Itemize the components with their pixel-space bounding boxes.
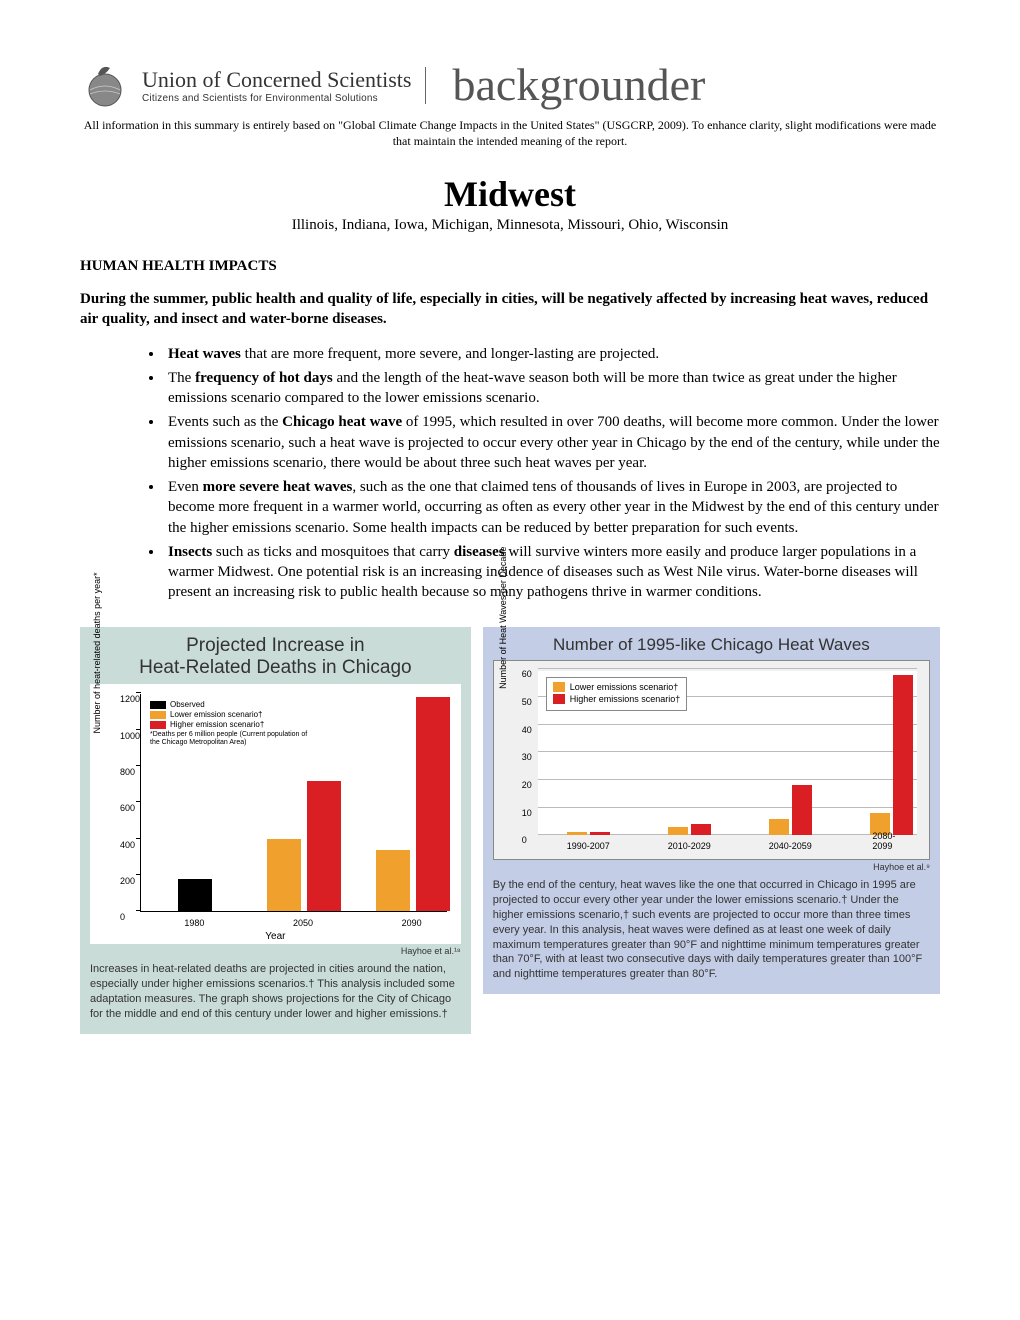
bullet-item: The frequency of hot days and the length…	[164, 368, 940, 409]
chart-title-left-l2: Heat-Related Deaths in Chicago	[139, 657, 412, 678]
bar	[691, 824, 711, 835]
source-note: All information in this summary is entir…	[80, 118, 940, 149]
chart-panel-heatwaves: Number of 1995-like Chicago Heat Waves N…	[483, 627, 940, 994]
section-heading: HUMAN HEALTH IMPACTS	[80, 258, 940, 275]
chart-box-right: Number of Heat Waves per Decade Lower em…	[493, 660, 930, 860]
org-block: Union of Concerned Scientists Citizens a…	[142, 67, 426, 104]
legend-left: ObservedLower emission scenario†Higher e…	[148, 698, 312, 748]
bullet-item: Events such as the Chicago heat wave of …	[164, 412, 940, 473]
charts-row: Projected Increase in Heat-Related Death…	[80, 627, 940, 1034]
bullet-item: Insects such as ticks and mosquitoes tha…	[164, 542, 940, 603]
credit-left: Hayhoe et al.¹⁸	[90, 946, 461, 956]
bar	[893, 675, 913, 835]
bar	[590, 832, 610, 835]
ylabel-right: Number of Heat Waves per Decade	[498, 547, 508, 689]
caption-left: Increases in heat-related deaths are pro…	[90, 962, 461, 1021]
chart-title-left: Projected Increase in Heat-Related Death…	[90, 635, 461, 679]
ylabel-left: Number of heat-related deaths per year*	[92, 573, 102, 734]
bullet-item: Even more severe heat waves, such as the…	[164, 477, 940, 538]
doc-type-label: backgrounder	[438, 62, 705, 108]
chart-title-right: Number of 1995-like Chicago Heat Waves	[493, 635, 930, 655]
region-title: Midwest	[80, 173, 940, 215]
bullet-item: Heat waves that are more frequent, more …	[164, 344, 940, 364]
credit-right: Hayhoe et al.⁹	[493, 862, 930, 872]
chart-box-left: Number of heat-related deaths per year* …	[90, 684, 461, 944]
chart-panel-deaths: Projected Increase in Heat-Related Death…	[80, 627, 471, 1034]
bar	[416, 697, 450, 911]
section-intro: During the summer, public health and qua…	[80, 289, 940, 330]
legend-right: Lower emissions scenario†Higher emission…	[546, 677, 688, 711]
header: Union of Concerned Scientists Citizens a…	[80, 60, 940, 110]
bar	[769, 819, 789, 836]
region-states: Illinois, Indiana, Iowa, Michigan, Minne…	[80, 217, 940, 234]
bullet-list: Heat waves that are more frequent, more …	[80, 344, 940, 603]
bar	[567, 832, 587, 835]
xlabel-left: Year	[265, 931, 285, 942]
bar	[307, 781, 341, 912]
bar	[267, 839, 301, 912]
bar	[178, 879, 212, 912]
bar	[376, 850, 410, 912]
org-name: Union of Concerned Scientists	[142, 67, 411, 93]
org-logo	[80, 60, 130, 110]
bar	[792, 785, 812, 835]
bar	[668, 827, 688, 835]
chart-title-left-l1: Projected Increase in	[186, 635, 365, 656]
caption-right: By the end of the century, heat waves li…	[493, 878, 930, 982]
org-tagline: Citizens and Scientists for Environmenta…	[142, 93, 411, 104]
